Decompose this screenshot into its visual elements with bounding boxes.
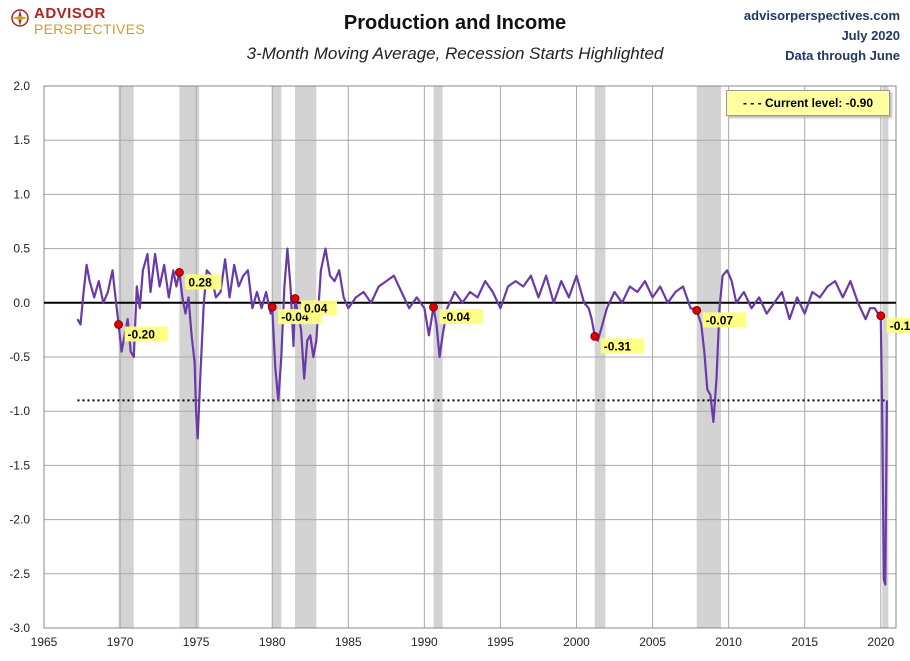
- marker-label-bg: [301, 300, 338, 316]
- x-tick-label: 1975: [183, 635, 210, 649]
- marker-label: -0.12: [890, 319, 910, 333]
- source-block: advisorperspectives.com July 2020 Data t…: [744, 6, 900, 66]
- y-tick-label: -1.0: [9, 404, 30, 418]
- marker-label-bg: [185, 274, 222, 290]
- axes: 1965 1970 1975 1980 1985 1990 1995 2000 2005 2010…: [9, 79, 897, 649]
- marker-dot: [114, 320, 123, 329]
- marker-dot: [590, 332, 600, 341]
- marker-dot: [267, 302, 277, 312]
- recession-start-marker: 0.04: [290, 294, 338, 316]
- marker-label: -0.07: [706, 313, 734, 327]
- recession-start-marker: -0.04: [429, 302, 483, 325]
- recession-start-marker: 0.28: [175, 268, 222, 290]
- y-tick-label: -2.0: [9, 513, 30, 527]
- x-tick-label: 2015: [791, 635, 818, 649]
- grid-lines: [43, 85, 896, 629]
- marker-label: -0.20: [128, 327, 156, 341]
- marker-dot: [692, 305, 702, 315]
- marker-label-bg: [124, 326, 169, 342]
- marker-label-bg: [600, 338, 645, 354]
- source-date: July 2020: [841, 28, 900, 43]
- x-tick-label: 1980: [259, 635, 286, 649]
- x-tick-label: 2000: [563, 635, 590, 649]
- source-site: advisorperspectives.com: [743, 8, 900, 23]
- legend: - - - Current level: -0.90: [726, 90, 890, 116]
- marker-dot: [175, 268, 184, 277]
- y-tick-label: -3.0: [9, 621, 30, 635]
- legend-label: Current level:: [764, 96, 843, 110]
- y-tick-label: 2.0: [13, 79, 30, 93]
- marker-label: 0.04: [304, 301, 328, 315]
- y-tick-label: 0.5: [13, 242, 30, 256]
- recession-start-marker: -0.12: [876, 311, 910, 333]
- x-tick-label: 1990: [411, 635, 438, 649]
- marker-dot: [429, 302, 438, 312]
- x-tick-label: 1995: [487, 635, 514, 649]
- source-note: Data through June: [785, 48, 900, 63]
- marker-dot: [876, 311, 886, 321]
- logo: ADVISOR PERSPECTIVES: [8, 6, 145, 36]
- x-tick-label: 2005: [639, 635, 666, 649]
- marker-label: 0.28: [188, 275, 212, 289]
- marker-label-bg: [439, 309, 483, 325]
- x-tick-label: 1970: [107, 635, 134, 649]
- recession-start-markers: -0.200.28-0.040.04-0.04-0.31-0.07-0.12: [114, 268, 910, 354]
- y-tick-label: 1.5: [13, 133, 30, 147]
- series-line: [76, 247, 888, 586]
- marker-label: -0.04: [442, 310, 470, 324]
- recession-start-marker: -0.31: [590, 332, 645, 354]
- y-tick-label: -1.5: [9, 458, 30, 472]
- x-tick-label: 2020: [867, 635, 894, 649]
- compass-icon: [11, 9, 29, 27]
- recession-start-marker: -0.20: [114, 320, 169, 342]
- x-tick-label: 2010: [715, 635, 742, 649]
- y-tick-label: 1.0: [13, 187, 30, 201]
- x-tick-label: 1985: [335, 635, 362, 649]
- plot-border: [43, 85, 897, 629]
- recession-start-marker: -0.07: [692, 305, 747, 328]
- logo-line2: PERSPECTIVES: [34, 21, 145, 37]
- legend-marker: - - -: [742, 96, 762, 110]
- chart-title: Production and Income: [343, 12, 567, 34]
- chart-subtitle: 3-Month Moving Average, Recession Starts…: [246, 44, 664, 63]
- marker-dot: [290, 294, 300, 303]
- logo-line1: ADVISOR: [34, 5, 106, 22]
- marker-label: -0.31: [604, 339, 632, 353]
- y-tick-label: 0.0: [13, 296, 30, 310]
- legend-value: -0.90: [845, 96, 874, 110]
- y-tick-label: -2.5: [9, 567, 30, 581]
- marker-label-bg: [702, 312, 747, 328]
- y-tick-label: -0.5: [9, 350, 30, 364]
- marker-label-bg: [886, 317, 910, 333]
- x-tick-label: 1965: [31, 635, 58, 649]
